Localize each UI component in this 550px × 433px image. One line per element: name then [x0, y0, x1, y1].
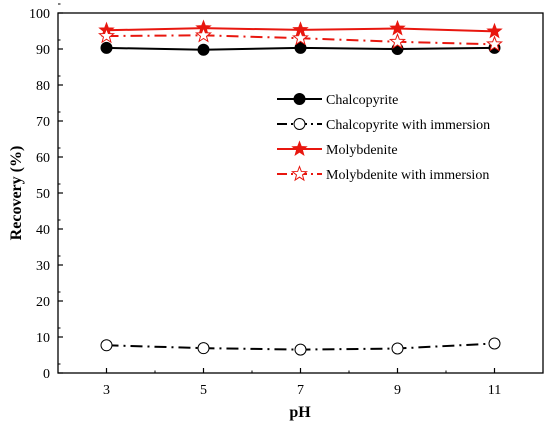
legend-entry: Molybdenite with immersion — [277, 165, 489, 183]
x-tick-label: 11 — [488, 383, 501, 398]
x-axis-label: pH — [289, 404, 311, 421]
data-point — [292, 29, 309, 46]
x-tick-label: 5 — [200, 383, 207, 398]
series-layer — [98, 19, 503, 356]
series-4 — [98, 26, 503, 52]
y-tick-label: 50 — [36, 187, 50, 202]
series-1 — [100, 41, 501, 56]
data-point — [391, 342, 404, 355]
plot-frame — [57, 12, 544, 374]
data-point — [197, 43, 210, 56]
data-point — [389, 32, 406, 50]
x-tick-label: 7 — [297, 383, 304, 398]
legend-entry: Molybdenite — [277, 140, 398, 158]
legend-label: Chalcopyrite with immersion — [326, 118, 490, 133]
legend-marker — [293, 93, 306, 105]
data-point — [195, 26, 212, 43]
series-2 — [100, 337, 501, 356]
legend-entry: Chalcopyrite — [277, 93, 398, 108]
y-tick-label: 90 — [36, 43, 50, 58]
y-tick-label: 40 — [36, 223, 50, 238]
y-tick-label: 30 — [36, 259, 50, 274]
x-tick-label: 9 — [394, 383, 401, 398]
y-tick-label: 0 — [43, 367, 50, 382]
legend-label: Chalcopyrite — [326, 93, 398, 108]
legend-marker — [291, 140, 308, 156]
y-axis-label: Recovery (%) — [8, 146, 25, 241]
data-point — [294, 41, 307, 54]
legend-label: Molybdenite with immersion — [326, 168, 489, 183]
legend: Chalcopyrite Chalcopyrite with immersion M… — [277, 93, 490, 183]
data-point — [294, 343, 307, 356]
y-tick-label: 100 — [29, 7, 50, 22]
y-tick-label: 20 — [36, 295, 50, 310]
y-tick-label: 80 — [36, 79, 50, 94]
y-tick-label: 70 — [36, 115, 50, 130]
data-point — [100, 339, 113, 352]
tick-layer: 0 10 20 30 40 50 60 70 80 90 100 3 5 7 9 11 — [29, 3, 501, 398]
legend-label: Molybdenite — [326, 143, 398, 158]
legend-marker — [291, 165, 308, 182]
data-point — [197, 342, 210, 355]
data-point — [100, 41, 113, 54]
x-tick-label: 3 — [103, 383, 110, 398]
legend-marker — [293, 118, 306, 130]
y-tick-label: 60 — [36, 151, 50, 166]
data-point — [389, 19, 406, 36]
data-point — [486, 22, 503, 39]
data-point — [98, 27, 115, 44]
y-tick-label: 10 — [36, 331, 50, 346]
data-point — [486, 35, 503, 52]
data-point — [488, 337, 501, 350]
legend-entry: Chalcopyrite with immersion — [277, 118, 490, 133]
